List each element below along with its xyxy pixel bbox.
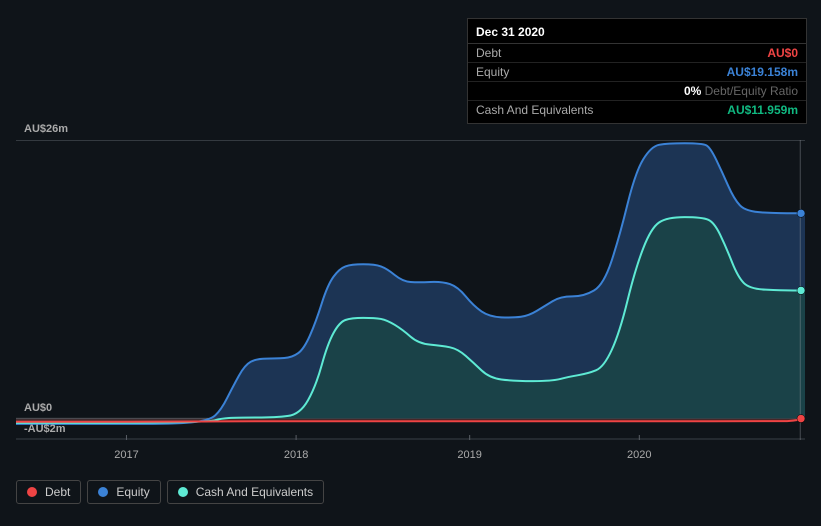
y-tick-label: AU$0 [24, 402, 52, 414]
legend-item-equity[interactable]: Equity [87, 480, 160, 504]
tooltip-row: 0% Debt/Equity Ratio [468, 82, 806, 101]
tooltip-row-value: AU$11.959m [727, 103, 798, 117]
chart-tooltip: Dec 31 2020 Debt AU$0 Equity AU$19.158m 0% D… [467, 18, 807, 124]
x-tick-label: 2020 [627, 449, 651, 461]
legend-label: Cash And Equivalents [196, 485, 313, 499]
tooltip-date: Dec 31 2020 [468, 23, 806, 44]
tooltip-row: Debt AU$0 [468, 44, 806, 63]
end-dot-cash-and-equivalents [797, 286, 805, 294]
chart-legend: Debt Equity Cash And Equivalents [16, 480, 324, 504]
tooltip-row: Equity AU$19.158m [468, 63, 806, 82]
financial-history-chart [16, 140, 805, 440]
end-dot-debt [797, 415, 805, 423]
tooltip-row-label: Cash And Equivalents [476, 103, 593, 117]
legend-swatch [98, 487, 108, 497]
x-tick-label: 2019 [457, 449, 481, 461]
legend-item-cash-and-equivalents[interactable]: Cash And Equivalents [167, 480, 324, 504]
legend-item-debt[interactable]: Debt [16, 480, 81, 504]
tooltip-row-label: Equity [476, 65, 509, 79]
x-tick-label: 2017 [114, 449, 138, 461]
legend-swatch [27, 487, 37, 497]
tooltip-row-label: Debt [476, 46, 501, 60]
y-tick-label: AU$26m [24, 123, 68, 135]
tooltip-row: Cash And Equivalents AU$11.959m [468, 101, 806, 119]
legend-label: Equity [116, 485, 149, 499]
tooltip-row-value: 0% Debt/Equity Ratio [684, 84, 798, 98]
y-tick-label: -AU$2m [24, 423, 66, 435]
x-tick-label: 2018 [284, 449, 308, 461]
tooltip-row-value: AU$0 [767, 46, 798, 60]
legend-label: Debt [45, 485, 70, 499]
legend-swatch [178, 487, 188, 497]
end-dot-equity [797, 209, 805, 217]
tooltip-row-value: AU$19.158m [727, 65, 798, 79]
